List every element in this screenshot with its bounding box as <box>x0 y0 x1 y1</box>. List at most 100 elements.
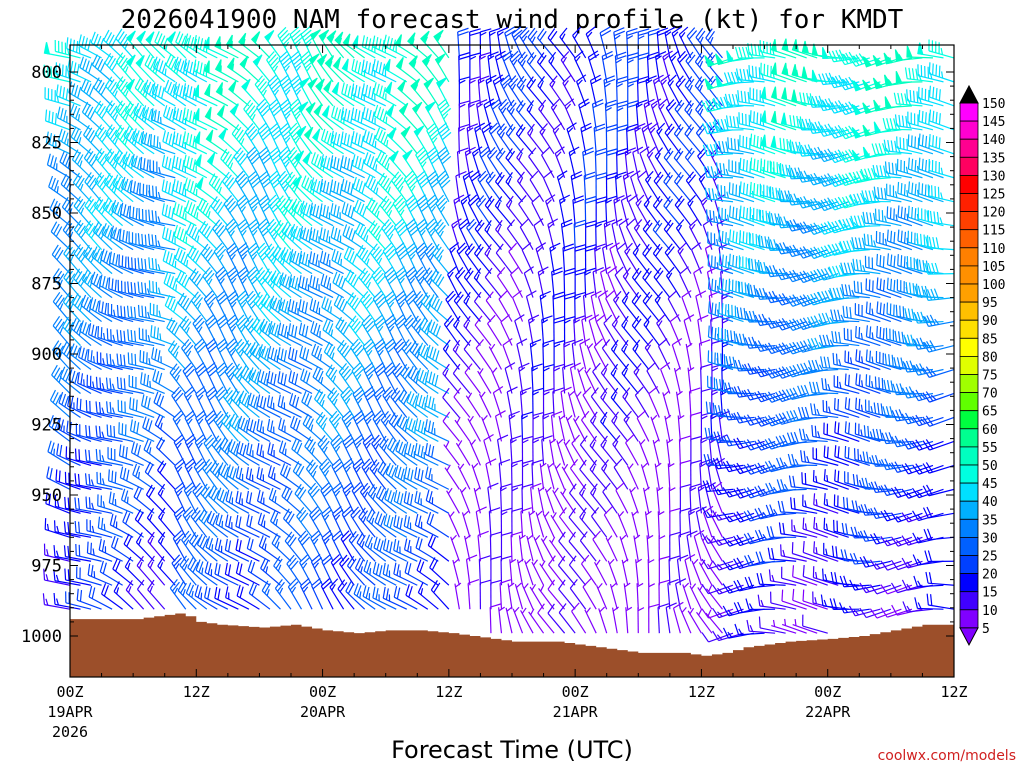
barb-feather <box>185 344 194 355</box>
barb-feather <box>140 134 146 146</box>
barb-feather <box>63 521 67 533</box>
barb-feather <box>113 581 120 592</box>
barb-feather <box>171 322 178 333</box>
barb-feather <box>178 205 183 217</box>
barb-feather <box>158 507 166 518</box>
wind-barb <box>124 101 145 131</box>
barb-staff <box>425 500 450 514</box>
barb-staff <box>123 136 145 155</box>
barb-staff <box>330 190 355 203</box>
barb-feather <box>107 79 115 90</box>
barb-feather <box>379 540 384 552</box>
wind-barb <box>127 256 155 275</box>
barb-pennant <box>43 42 51 55</box>
barb-feather <box>406 516 411 528</box>
barb-feather <box>65 246 73 257</box>
barb-staff <box>169 587 187 610</box>
barb-feather <box>225 586 229 598</box>
barb-feather <box>85 324 90 336</box>
barb-staff <box>173 441 187 466</box>
barb-feather <box>404 170 413 180</box>
barb-feather <box>182 506 192 516</box>
barb-feather <box>86 222 94 234</box>
barb-feather <box>266 395 270 407</box>
barb-staff <box>101 233 123 251</box>
barb-staff <box>118 315 144 323</box>
wind-barb <box>467 194 481 226</box>
barb-feather <box>143 438 149 450</box>
barb-feather <box>124 90 129 97</box>
barb-feather <box>76 322 83 334</box>
barb-feather <box>64 395 69 408</box>
wind-barb <box>92 221 113 251</box>
barb-feather <box>69 255 74 263</box>
barb-feather <box>424 419 428 431</box>
barb-feather <box>176 442 182 449</box>
wind-barb <box>43 568 71 586</box>
barb-feather <box>383 444 388 452</box>
wind-barb <box>116 376 144 395</box>
wind-barb <box>57 417 81 442</box>
barb-feather <box>189 134 193 146</box>
barb-feather <box>357 110 361 122</box>
barb-feather <box>173 224 178 237</box>
wind-barb <box>102 197 124 227</box>
wind-barb <box>454 416 471 442</box>
barb-feather <box>129 205 132 218</box>
barb-feather <box>386 36 390 48</box>
barb-feather <box>88 473 91 486</box>
barb-feather <box>215 266 225 276</box>
barb-feather <box>362 129 367 141</box>
barb-staff <box>118 265 144 275</box>
wind-barb <box>105 377 134 395</box>
barb-feather <box>361 541 365 548</box>
barb-feather <box>99 560 104 573</box>
barb-staff <box>84 205 103 227</box>
barb-feather <box>302 227 307 239</box>
barb-feather <box>176 270 183 281</box>
barb-feather <box>363 559 369 572</box>
barb-feather <box>377 299 387 309</box>
barb-feather <box>186 350 192 358</box>
barb-pennant <box>321 105 330 119</box>
barb-feather <box>105 277 109 289</box>
barb-staff <box>214 597 239 610</box>
wind-barb <box>393 585 418 610</box>
wind-barb <box>98 300 123 323</box>
barb-feather <box>88 85 95 97</box>
barb-staff <box>174 67 197 83</box>
barb-feather <box>294 349 298 362</box>
barb-feather <box>132 108 139 120</box>
wind-barb <box>203 36 229 59</box>
barb-feather <box>161 62 167 74</box>
barb-feather <box>134 509 142 520</box>
barb-feather <box>373 104 379 117</box>
barb-feather <box>342 224 348 236</box>
barb-staff <box>465 395 481 418</box>
barb-staff <box>86 385 113 395</box>
barb-feather <box>224 562 228 575</box>
wind-barb <box>374 511 397 538</box>
wind-barb <box>47 440 71 466</box>
barb-staff <box>86 460 113 466</box>
barb-feather <box>111 199 117 212</box>
barb-feather <box>111 84 120 95</box>
barb-staff <box>140 167 165 179</box>
barb-feather <box>137 257 140 270</box>
wind-barb <box>473 486 482 514</box>
wind-barb <box>88 323 113 347</box>
barb-feather <box>287 578 297 588</box>
barb-staff <box>454 583 460 610</box>
barb-feather <box>127 352 130 364</box>
barb-staff <box>44 75 71 83</box>
barb-feather <box>125 580 133 591</box>
barb-feather <box>256 418 260 431</box>
barb-staff <box>340 166 365 179</box>
barb-feather <box>145 81 152 93</box>
barb-feather <box>74 372 79 384</box>
barb-staff <box>133 113 155 131</box>
barb-staff <box>183 165 208 179</box>
barb-staff <box>130 190 155 203</box>
barb-feather <box>469 55 477 60</box>
barb-staff <box>174 257 197 275</box>
